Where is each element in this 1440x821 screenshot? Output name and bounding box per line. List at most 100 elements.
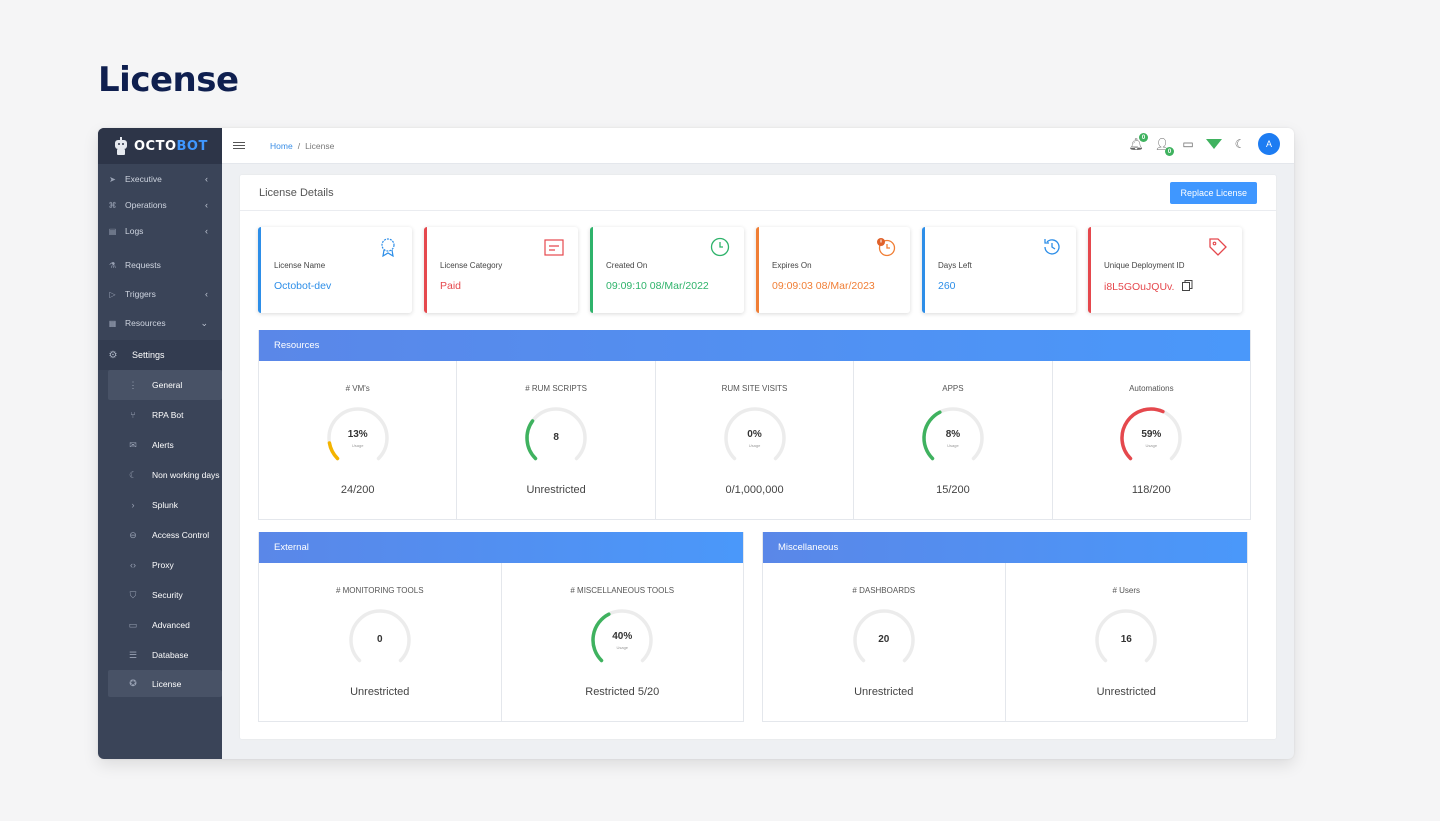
- metric-dashboards: # DASHBOARDS 20 Unrestricted: [763, 563, 1006, 721]
- topbar-icons: 🔔︎ 0 👤︎ 0 ▭ ☾ A: [1128, 133, 1280, 156]
- replace-license-button[interactable]: Replace License: [1170, 181, 1257, 204]
- metric-footer: Unrestricted: [854, 686, 914, 698]
- clock-icon: [710, 237, 730, 257]
- info-label: License Category: [440, 261, 503, 270]
- logo[interactable]: OCTOBOT: [98, 128, 222, 164]
- usage-gauge: 59% Usage: [1119, 406, 1183, 470]
- sidebar-subitem-advanced[interactable]: ▭ Advanced: [128, 619, 190, 631]
- sidebar-subitem-proxy[interactable]: ‹› Proxy: [130, 560, 174, 570]
- menu-icon[interactable]: [233, 141, 245, 150]
- metric-title: # MONITORING TOOLS: [335, 586, 424, 595]
- gauge-value: 8%: [945, 429, 961, 440]
- sidebar-item-executive[interactable]: ➤ Executive ‹: [109, 174, 208, 184]
- metric-title: # MISCELLANEOUS TOOLS: [570, 586, 675, 595]
- moon-off-icon: ☾: [128, 469, 138, 480]
- card-title: License Details: [259, 186, 334, 199]
- info-cards-row: License Name Octobot-dev License Categor…: [258, 227, 1242, 313]
- sidebar-subitem-license[interactable]: ✪ License: [108, 670, 222, 697]
- sidebar-item-requests[interactable]: ⚗ Requests: [108, 260, 161, 270]
- sidebar-item-triggers[interactable]: ▷ Triggers ‹: [109, 289, 208, 299]
- sidebar-item-settings[interactable]: ⚙ Settings: [98, 340, 222, 370]
- bell-icon[interactable]: 🔔︎ 0: [1128, 133, 1148, 152]
- usage-gauge: 8: [524, 406, 588, 470]
- sidebar-subitem-database[interactable]: ☰ Database: [128, 649, 189, 661]
- section-title: Miscellaneous: [763, 532, 1247, 563]
- breadcrumb-home[interactable]: Home: [270, 140, 293, 151]
- wifi-icon[interactable]: [1206, 136, 1222, 152]
- logo-text: OCTOBOT: [134, 138, 208, 154]
- metric-title: APPS: [942, 384, 964, 393]
- more-vertical-icon: ⋮: [128, 379, 138, 390]
- metric-vm-s: # VM's 13% Usage 24/200: [259, 361, 458, 519]
- breadcrumb-separator: /: [297, 140, 301, 151]
- info-value: i8L5GOuJQUv.: [1104, 280, 1193, 293]
- usage-gauge: 13% Usage: [326, 406, 390, 470]
- gauge-track: [723, 407, 786, 461]
- info-value: 09:09:10 08/Mar/2022: [606, 280, 709, 292]
- chevron-left-icon: ‹: [205, 174, 208, 184]
- sidebar-subitem-alerts[interactable]: ✉ Alerts: [129, 439, 174, 451]
- history-icon: [1044, 239, 1060, 255]
- gauge-value: 40%: [612, 631, 633, 642]
- misc-cells: # DASHBOARDS 20 Unrestricted # Users 16 Unres…: [763, 563, 1247, 721]
- gauge-track: [326, 407, 389, 461]
- gauge-sublabel: Usage: [1145, 443, 1158, 448]
- chevron-down-icon: ⌄: [200, 317, 208, 328]
- deployment-id-card: Unique Deployment ID i8L5GOuJQUv.: [1088, 227, 1242, 313]
- gauge-fill: [922, 410, 942, 461]
- gauge-value: 59%: [1141, 429, 1162, 440]
- terminal-icon: ▭: [128, 619, 138, 630]
- sidebar-subitem-non-working-days[interactable]: ☾ Non working days: [128, 469, 220, 481]
- avatar[interactable]: A: [1258, 133, 1280, 155]
- page-title: License: [98, 60, 239, 100]
- breadcrumb-current: License: [305, 140, 335, 151]
- app-window: OCTOBOT ➤ Executive ‹ ⌘ Operations ‹ ▤ Logs ‹ …: [98, 128, 1294, 759]
- usage-gauge: 8% Usage: [921, 406, 985, 470]
- info-label: Unique Deployment ID: [1104, 261, 1185, 270]
- sidebar-item-logs[interactable]: ▤ Logs ‹: [108, 226, 208, 236]
- send-icon: ➤: [109, 174, 116, 184]
- sidebar-subitem-rpa-bot[interactable]: ⑂ RPA Bot: [108, 400, 222, 430]
- sidebar-subitem-splunk[interactable]: › Splunk: [108, 490, 222, 520]
- moon-icon[interactable]: ☾: [1234, 137, 1246, 151]
- usage-gauge: 40% Usage: [590, 608, 654, 672]
- sidebar-item-operations[interactable]: ⌘ Operations ‹: [108, 200, 209, 210]
- metric-monitoring-tools: # MONITORING TOOLS 0 Unrestricted: [259, 563, 502, 721]
- sidebar-subitem-security[interactable]: ⛉ Security: [129, 589, 183, 601]
- gauge-fill: [327, 441, 339, 461]
- copy-icon[interactable]: [1182, 280, 1193, 291]
- chevron-circle-icon: ›: [131, 500, 135, 510]
- topbar: Home / License 🔔︎ 0 👤︎ 0 ▭ ☾ A: [222, 128, 1294, 164]
- section-title: External: [259, 532, 743, 563]
- gauge-sublabel: Usage: [616, 645, 629, 650]
- gauge-value: 0%: [747, 429, 762, 440]
- play-icon: ▷: [109, 289, 116, 299]
- gauge-sublabel: Usage: [947, 443, 959, 448]
- expires-on-card: Expires On 09:09:03 08/Mar/2023: [756, 227, 910, 313]
- shield-icon: ⛉: [129, 589, 137, 600]
- monitor-icon[interactable]: ▭: [1182, 137, 1194, 151]
- metric-footer: Unrestricted: [350, 686, 410, 698]
- miscellaneous-section: Miscellaneous # DASHBOARDS 20 Unrestricted…: [762, 532, 1248, 722]
- metric-footer: Restricted 5/20: [585, 686, 660, 698]
- info-value: Octobot-dev: [274, 280, 332, 292]
- user-group-icon[interactable]: 👤︎ 0: [1154, 136, 1174, 156]
- sidebar-subitem-general[interactable]: ⋮ General: [108, 370, 222, 400]
- database-icon: ☰: [128, 649, 138, 660]
- metric-automations: Automations 59% Usage 118/200: [1053, 361, 1250, 519]
- sidebar-subitem-access-control[interactable]: ⊖ Access Control: [129, 529, 210, 541]
- sidebar-item-resources[interactable]: ▦ Resources ⌄: [108, 317, 208, 329]
- chevron-left-icon: ‹: [205, 226, 208, 236]
- gauge-value: 0: [376, 634, 383, 645]
- metric-footer: Unrestricted: [526, 484, 586, 496]
- chevron-left-icon: ‹: [205, 289, 208, 299]
- code-icon: ‹›: [130, 560, 136, 570]
- card-header: License Details Replace License: [240, 175, 1276, 211]
- user-badge: 0: [1165, 147, 1174, 156]
- metric-footer: Unrestricted: [1096, 686, 1156, 698]
- flask-icon: ⚗: [108, 260, 117, 270]
- gauge-value: 16: [1120, 634, 1132, 645]
- days-left-card: Days Left 260: [922, 227, 1076, 313]
- gauge-fill: [1120, 407, 1166, 461]
- license-details-card: License Details Replace License License …: [240, 175, 1276, 739]
